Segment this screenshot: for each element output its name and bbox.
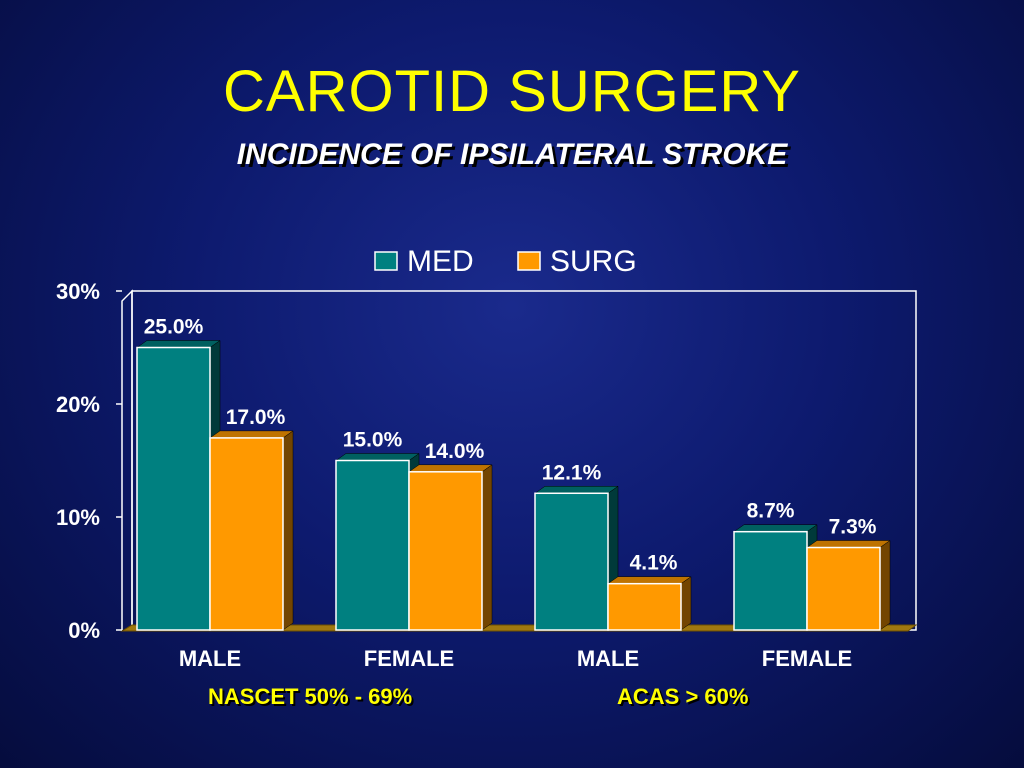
bar-side-surg [481,464,493,631]
data-label: 7.3% [829,516,877,539]
x-category-label: MALE [577,646,639,671]
bar-top-med [136,340,221,348]
bar-top-med [733,524,818,532]
footnote-acas: ACAS > 60% [617,684,749,709]
x-category-label: MALE [179,646,241,671]
y-tick-label: 10% [56,505,100,530]
plot-floor [120,624,918,632]
bar-top-surg [209,430,294,439]
legend-swatch-surg [517,251,541,271]
slide-title: CAROTID SURGERY [223,59,801,124]
bar-med [733,530,808,631]
bar-top-med [335,453,420,461]
bar-surg [209,437,284,631]
bar-side-surg [879,540,891,631]
y-tick-label: 30% [56,279,100,304]
bar-med [534,492,609,631]
x-category-label: FEMALE [364,646,454,671]
bar-side-surg [282,430,294,631]
bar-surg [408,471,483,631]
legend-label-med: MED [407,245,474,278]
footnote-nascet: NASCET 50% - 69% [208,684,413,709]
data-label: 4.1% [630,552,678,575]
data-label: 14.0% [425,440,485,463]
bar-surg [806,546,881,631]
bar-top-surg [806,540,891,548]
data-label: 25.0% [144,316,204,339]
plot-side-wall [121,289,133,630]
bar-med [335,459,410,631]
legend-swatch-med [374,251,398,271]
y-tick-label: 0% [68,618,100,643]
legend-label-surg: SURG [550,245,637,278]
data-label: 17.0% [226,406,286,429]
data-label: 15.0% [343,429,403,452]
bar-side-surg [680,576,692,631]
bar-top-surg [607,576,692,584]
y-tick-label: 20% [56,392,100,417]
bar-surg [607,582,682,631]
slide-subtitle: INCIDENCE OF IPSILATERAL STROKE [236,138,788,171]
bar-top-med [534,486,619,494]
data-label: 8.7% [747,500,795,523]
bar-top-surg [408,464,493,473]
data-label: 12.1% [542,461,602,484]
bar-med [136,346,211,631]
x-category-label: FEMALE [762,646,852,671]
